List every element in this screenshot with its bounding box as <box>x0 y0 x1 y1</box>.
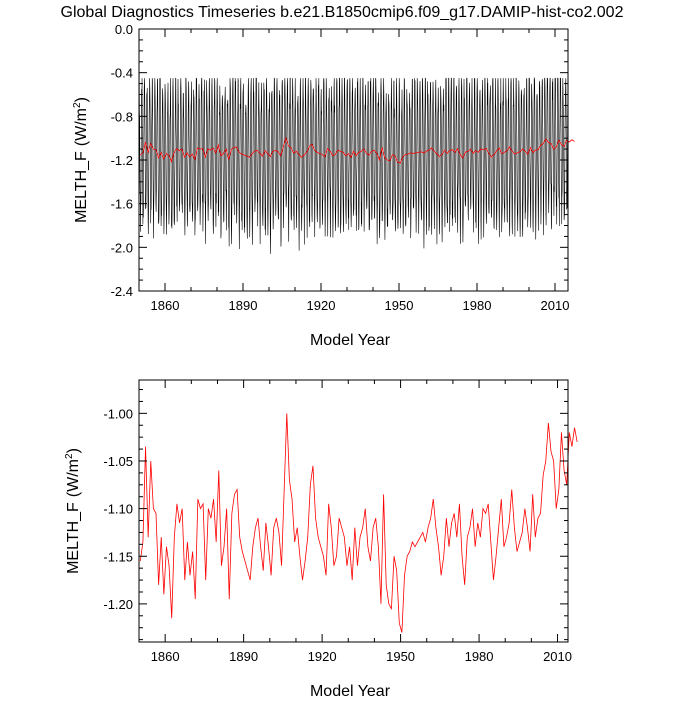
top-y-tick-label-5: -2.0 <box>111 240 133 255</box>
bottom-y-axis-var: MELTH_F <box>65 502 82 574</box>
bottom-x-tick-label-5: 2010 <box>543 649 572 664</box>
bottom-y-tick-label-1: -1.05 <box>103 454 133 469</box>
bottom-y-axis-unit: (W/m <box>65 459 82 497</box>
bottom-y-tick-label-0: -1.00 <box>103 406 133 421</box>
top-y-axis-unit-close: ) <box>73 97 90 102</box>
bottom-y-axis-title: MELTH_F (W/m2) <box>64 448 82 574</box>
top-x-tick-label-5: 2010 <box>541 298 570 313</box>
top-y-axis-var: MELTH_F <box>73 151 90 223</box>
bottom-x-tick-label-3: 1950 <box>386 649 415 664</box>
top-y-tick-label-0: 0.0 <box>115 22 133 37</box>
bottom-y-tick-label-2: -1.10 <box>103 502 133 517</box>
top-x-tick-label-3: 1950 <box>385 298 414 313</box>
top-x-tick-label-0: 1860 <box>151 298 180 313</box>
top-panel: 1860 1890 1920 1950 1980 2010 0.0 -0.4 -0.8 -1.2 -… <box>72 22 575 349</box>
bottom-y-tick-label-4: -1.20 <box>103 597 133 612</box>
bottom-x-tick-label-4: 1980 <box>465 649 494 664</box>
top-y-axis-unit: (W/m <box>73 108 90 146</box>
bottom-panel: 1860 1890 1920 1950 1980 2010 -1.00 -1.05 -1.10 -… <box>64 379 578 700</box>
top-y-axis-title: MELTH_F (W/m2) <box>72 97 90 223</box>
bottom-x-tick-label-0: 1860 <box>151 649 180 664</box>
bottom-plot-frame <box>138 379 569 643</box>
top-x-tick-label-4: 1980 <box>463 298 492 313</box>
top-y-tick-label-1: -0.4 <box>111 66 133 81</box>
top-x-tick-label-1: 1890 <box>229 298 258 313</box>
bottom-x-axis-title: Model Year <box>310 683 391 700</box>
bottom-y-tick-label-3: -1.15 <box>103 549 133 564</box>
bottom-annual-mean-line <box>139 413 578 633</box>
top-x-axis-title: Model Year <box>310 332 391 349</box>
top-annual-mean-line <box>140 136 575 164</box>
bottom-x-tick-label-2: 1920 <box>308 649 337 664</box>
top-y-tick-label-2: -0.8 <box>111 109 133 124</box>
top-y-tick-label-3: -1.2 <box>111 153 133 168</box>
bottom-y-axis-unit-close: ) <box>65 448 82 453</box>
top-y-tick-label-6: -2.4 <box>111 284 133 299</box>
top-monthly-line <box>138 28 569 254</box>
top-y-tick-label-4: -1.6 <box>111 197 133 212</box>
top-y-axis-unit-exp: 2 <box>72 102 83 108</box>
chart-title: Global Diagnostics Timeseries b.e21.B185… <box>61 4 624 21</box>
bottom-y-axis-unit-exp: 2 <box>64 453 75 459</box>
bottom-x-tick-label-1: 1890 <box>229 649 258 664</box>
top-x-tick-label-2: 1920 <box>307 298 336 313</box>
